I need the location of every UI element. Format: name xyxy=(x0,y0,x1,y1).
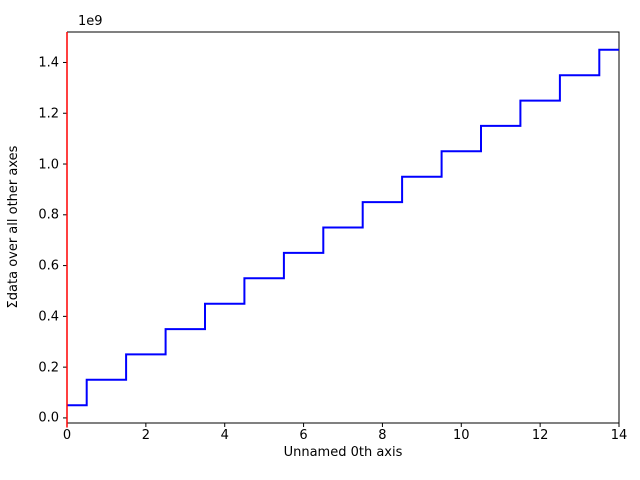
y-tick-label: 0.6 xyxy=(38,258,59,274)
y-tick-label: 0.4 xyxy=(38,309,59,325)
y-tick-label: 0.2 xyxy=(38,360,59,376)
y-tick-label: 1.2 xyxy=(38,106,59,122)
y-tick-label: 0.8 xyxy=(38,207,59,223)
x-tick-label: 6 xyxy=(299,428,308,443)
axes-spines xyxy=(67,31,620,424)
x-axis-label: Unnamed 0th axis xyxy=(283,445,403,460)
x-tick-label: 10 xyxy=(453,428,470,443)
step-line xyxy=(67,48,619,407)
y-tick-label: 1.0 xyxy=(38,157,59,173)
x-tick-label: 14 xyxy=(610,428,628,443)
y-tick-label: 0.0 xyxy=(38,410,59,426)
y-tick-label: 1.4 xyxy=(38,55,59,71)
x-tick-label: 12 xyxy=(531,428,549,443)
x-tick-label: 4 xyxy=(220,428,229,443)
x-tick-label: 8 xyxy=(378,428,387,443)
x-tick-label: 2 xyxy=(141,428,150,443)
tick-marks xyxy=(63,61,620,427)
y-axis-offset-text: 1e9 xyxy=(78,14,103,29)
y-axis-label: Σdata over all other axes xyxy=(6,145,21,309)
x-tick-label: 0 xyxy=(62,428,72,443)
